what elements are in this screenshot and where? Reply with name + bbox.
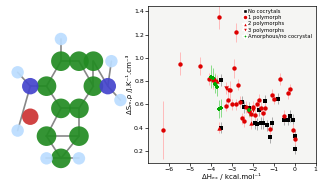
Point (250, 105, 255, 108)
Point (223, 104, 228, 107)
Point (263, 99, 268, 102)
Point (210, 76, 215, 79)
Point (15, 129, 20, 132)
Point (240, 101, 245, 104)
Point (217, 126, 222, 129)
Point (217, 108, 222, 111)
Point (244, 105, 249, 108)
Point (28, 115, 33, 118)
X-axis label: ΔHₑₓ / kcal.mol⁻¹: ΔHₑₓ / kcal.mol⁻¹ (203, 173, 261, 180)
Y-axis label: ΔSₘ.ρ /J.K⁻¹.cm⁻³: ΔSₘ.ρ /J.K⁻¹.cm⁻³ (126, 54, 133, 114)
Point (246, 109, 251, 112)
Point (288, 115, 293, 118)
Point (76, 60, 81, 63)
Point (292, 138, 297, 141)
Point (246, 110, 251, 113)
Point (44, 85, 49, 88)
Point (271, 97, 276, 100)
Point (44, 135, 49, 138)
Point (217, 16, 222, 19)
Point (206, 77, 211, 80)
Legend: No cocrytals, 1 polymorph, 2 polymorphs, 3 polymorphs, Amorphous/no cocrystal: No cocrytals, 1 polymorph, 2 polymorphs,… (242, 8, 313, 40)
Point (248, 112, 253, 115)
Point (15, 71, 20, 74)
Point (259, 122, 264, 125)
Point (292, 134, 297, 137)
Point (109, 60, 114, 63)
Point (213, 82, 218, 85)
Point (219, 126, 224, 129)
Point (229, 103, 234, 106)
Point (267, 136, 272, 139)
Point (256, 109, 261, 112)
Point (225, 89, 230, 92)
Point (281, 115, 287, 118)
Point (254, 103, 260, 106)
Point (58, 157, 63, 160)
Point (233, 103, 239, 106)
Point (256, 98, 261, 101)
Point (219, 106, 224, 109)
Point (290, 129, 295, 132)
Point (227, 89, 232, 92)
Point (58, 37, 63, 40)
Point (91, 60, 96, 63)
Point (286, 118, 291, 121)
Point (259, 106, 264, 109)
Point (252, 122, 258, 125)
Point (275, 97, 280, 100)
Point (288, 88, 293, 91)
Point (269, 122, 274, 125)
Point (28, 85, 33, 88)
Point (261, 111, 266, 114)
Point (292, 147, 297, 150)
Point (213, 77, 218, 80)
Point (290, 118, 295, 121)
Point (219, 78, 224, 81)
Point (281, 118, 287, 121)
Point (214, 80, 220, 83)
Point (242, 105, 247, 108)
Point (238, 101, 243, 104)
Point (246, 106, 251, 109)
Point (269, 94, 274, 97)
Point (233, 31, 239, 34)
Point (235, 83, 241, 86)
Point (223, 87, 228, 90)
Point (254, 123, 260, 126)
Point (160, 129, 166, 132)
Point (231, 67, 236, 70)
Point (76, 135, 81, 138)
Point (76, 157, 81, 160)
Point (118, 98, 123, 101)
Point (248, 122, 253, 125)
Point (105, 85, 110, 88)
Point (240, 117, 245, 120)
Point (210, 78, 215, 81)
Point (250, 109, 255, 112)
Point (58, 107, 63, 110)
Point (58, 60, 63, 63)
Point (177, 62, 182, 65)
Point (214, 85, 220, 88)
Point (44, 157, 49, 160)
Point (208, 75, 213, 78)
Point (91, 85, 96, 88)
Point (242, 119, 247, 122)
Point (76, 107, 81, 110)
Point (261, 122, 266, 125)
Point (286, 91, 291, 94)
Point (198, 65, 203, 68)
Point (252, 113, 258, 116)
Point (277, 77, 283, 80)
Point (263, 106, 268, 109)
Point (225, 98, 230, 101)
Point (246, 108, 251, 111)
Point (267, 127, 272, 130)
Point (265, 124, 270, 127)
